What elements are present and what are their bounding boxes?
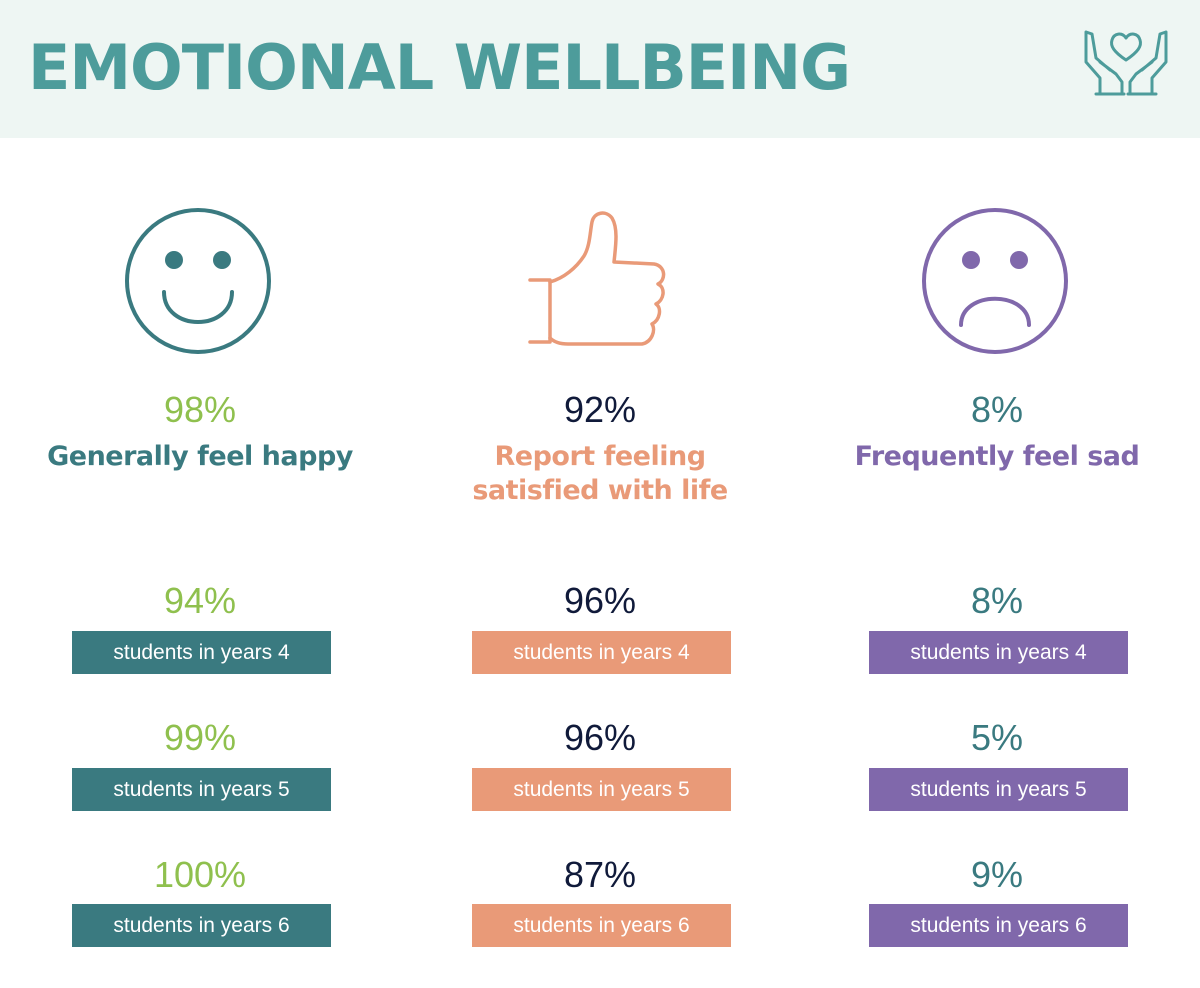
smiley-face-icon xyxy=(125,208,271,354)
year-label: students in years 4 xyxy=(869,631,1128,674)
year-percent: 8% xyxy=(970,580,1024,621)
headline-percent: 92% xyxy=(563,389,637,430)
year-percent: 9% xyxy=(970,854,1024,895)
year-label: students in years 4 xyxy=(72,631,331,674)
year-percent: 100% xyxy=(153,854,247,895)
sad-face-icon xyxy=(922,208,1068,354)
headline-percent: 8% xyxy=(970,389,1024,430)
year-label: students in years 5 xyxy=(869,768,1128,811)
year-label: students in years 6 xyxy=(72,904,331,947)
year-label: students in years 6 xyxy=(472,904,731,947)
stat-column-happy: 98% Generally feel happy 94% students in… xyxy=(0,0,400,988)
year-percent: 87% xyxy=(563,854,637,895)
year-label: students in years 5 xyxy=(472,768,731,811)
header-banner: EMOTIONAL WELLBEING xyxy=(0,0,1200,138)
year-percent: 5% xyxy=(970,717,1024,758)
page-title: EMOTIONAL WELLBEING xyxy=(28,31,851,104)
thumbs-up-icon xyxy=(528,211,666,346)
year-label: students in years 5 xyxy=(72,768,331,811)
year-percent: 96% xyxy=(563,580,637,621)
stat-column-satisfied: 92% Report feeling satisfied with life 9… xyxy=(400,0,800,988)
stat-column-sad: 8% Frequently feel sad 8% students in ye… xyxy=(797,0,1197,988)
stat-caption: Generally feel happy xyxy=(47,441,353,472)
year-percent: 96% xyxy=(563,717,637,758)
year-percent: 99% xyxy=(163,717,237,758)
stat-caption: Frequently feel sad xyxy=(854,441,1140,472)
stat-caption: Report feeling satisfied with life xyxy=(472,441,728,506)
headline-percent: 98% xyxy=(163,389,237,430)
year-label: students in years 4 xyxy=(472,631,731,674)
heart-in-hands-icon xyxy=(1084,30,1168,96)
year-label: students in years 6 xyxy=(869,904,1128,947)
year-percent: 94% xyxy=(163,580,237,621)
